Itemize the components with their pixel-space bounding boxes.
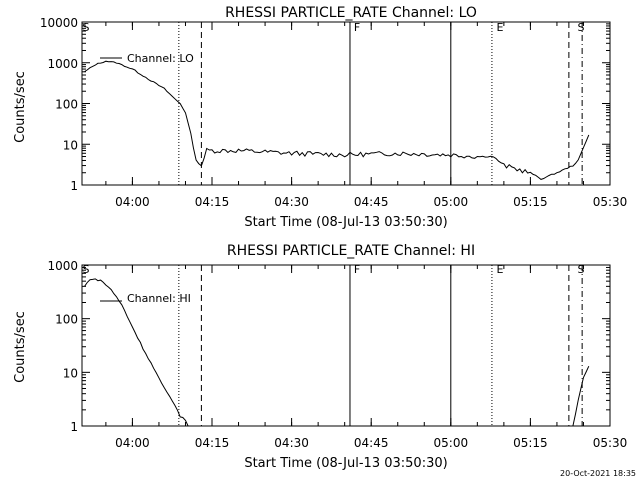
panel-hi-title: RHESSI PARTICLE_RATE Channel: HI <box>227 243 475 259</box>
panel-hi-xtick-label: 04:30 <box>274 436 309 450</box>
panel-hi-ytick-label: 1 <box>70 420 78 434</box>
panel-hi-ylabel: Counts/sec <box>13 311 28 383</box>
panel-lo-xtick-label: 04:15 <box>195 195 230 209</box>
panel-hi-xtick-label: 04:45 <box>354 436 389 450</box>
panel-hi-xtick-label: 05:15 <box>513 436 548 450</box>
panel-hi-xtick-label: 04:15 <box>195 436 230 450</box>
panel-lo-xlabel: Start Time (08-Jul-13 03:50:30) <box>244 215 447 230</box>
panel-hi-frame <box>81 264 611 427</box>
panel-hi-xtick-label: 05:00 <box>434 436 469 450</box>
panel-lo-ytick-label: 1 <box>70 179 78 193</box>
panel-lo-xtick-label: 04:45 <box>354 195 389 209</box>
panel-lo-marker-f: F <box>354 21 360 34</box>
panel-lo-ytick-label: 10000 <box>40 16 78 30</box>
panel-lo-title: RHESSI PARTICLE_RATE Channel: LO <box>225 5 477 21</box>
panel-lo-ytick-label: 1000 <box>47 57 78 71</box>
panel-lo-marker-s-start: S <box>83 21 90 34</box>
panel-hi-marker-s-start: S <box>83 263 90 276</box>
panel-hi-legend-label: Channel: HI <box>127 292 191 305</box>
panel-lo-marker-e: E <box>497 21 504 34</box>
footer-date: 20-Oct-2021 18:35 <box>560 469 636 478</box>
chart-marks: 1 10 100 1000 10000 04:00 04:15 04:30 04:45 05:00… <box>40 16 627 450</box>
panel-lo-xtick-label: 05:30 <box>593 195 628 209</box>
panel-lo-xtick-label: 04:00 <box>115 195 150 209</box>
panel-lo-series-line <box>84 60 590 180</box>
panel-hi-ytick-label: 100 <box>55 313 78 327</box>
panel-hi-xlabel: Start Time (08-Jul-13 03:50:30) <box>244 456 447 471</box>
panel-hi-ytick-label: 1000 <box>47 259 78 273</box>
panel-hi-ytick-label: 10 <box>63 366 78 380</box>
panel-hi-series-line <box>84 278 590 427</box>
panel-lo-xtick-label: 05:15 <box>513 195 548 209</box>
panel-hi-xtick-label: 04:00 <box>115 436 150 450</box>
panel-lo-marker-s-end: S <box>578 21 585 34</box>
panel-lo-ylabel: Counts/sec <box>13 71 28 143</box>
panel-hi-marker-e: E <box>497 263 504 276</box>
panel-hi-xtick-label: 05:30 <box>593 436 628 450</box>
panel-lo-legend-label: Channel: LO <box>127 52 194 65</box>
panel-lo-ytick-label: 10 <box>63 138 78 152</box>
panel-lo-xtick-label: 04:30 <box>274 195 309 209</box>
panel-lo-xtick-label: 05:00 <box>434 195 469 209</box>
panel-hi-marker-f: F <box>354 263 360 276</box>
panel-hi-marker-s-end: S <box>578 263 585 276</box>
panel-lo-ytick-label: 100 <box>55 98 78 112</box>
